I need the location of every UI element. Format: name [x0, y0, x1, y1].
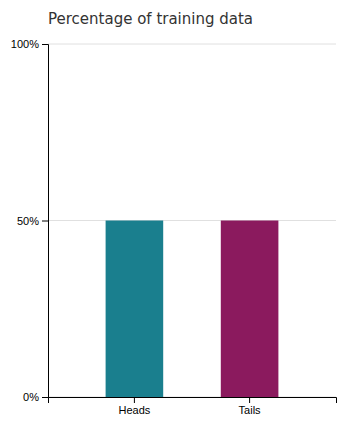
y-tick: 0% [23, 391, 48, 403]
x-tick: Tails [239, 397, 262, 416]
bar [221, 221, 279, 398]
y-axis-line [42, 45, 49, 398]
y-tick: 100% [11, 38, 48, 50]
y-tick-label: 50% [17, 215, 39, 227]
x-axis: Heads Tails [49, 397, 337, 416]
y-axis: 0% 50% 100% [11, 38, 49, 403]
y-tick-label: 100% [11, 38, 39, 50]
y-tick-mark [42, 397, 48, 398]
x-tick-label: Tails [239, 404, 262, 416]
x-tick-mark [134, 397, 135, 403]
title: Percentage of training data [48, 10, 253, 28]
y-tick-mark [42, 221, 48, 222]
grid-line [48, 44, 336, 45]
grid-line [48, 220, 336, 221]
grid [48, 44, 336, 397]
x-tick: Heads [119, 397, 151, 416]
plot-area: 0% 50% 100% Heads Tails [11, 38, 337, 416]
chart: 0% 50% 100% Heads Tails Percentage of trainin… [0, 0, 354, 429]
x-tick-mark [249, 397, 250, 403]
x-tick-label: Heads [119, 404, 151, 416]
y-tick-mark [42, 44, 48, 45]
y-tick-label: 0% [23, 391, 39, 403]
bar [106, 221, 164, 398]
bars [106, 221, 279, 398]
x-axis-line [49, 398, 337, 404]
y-tick: 50% [17, 215, 48, 227]
